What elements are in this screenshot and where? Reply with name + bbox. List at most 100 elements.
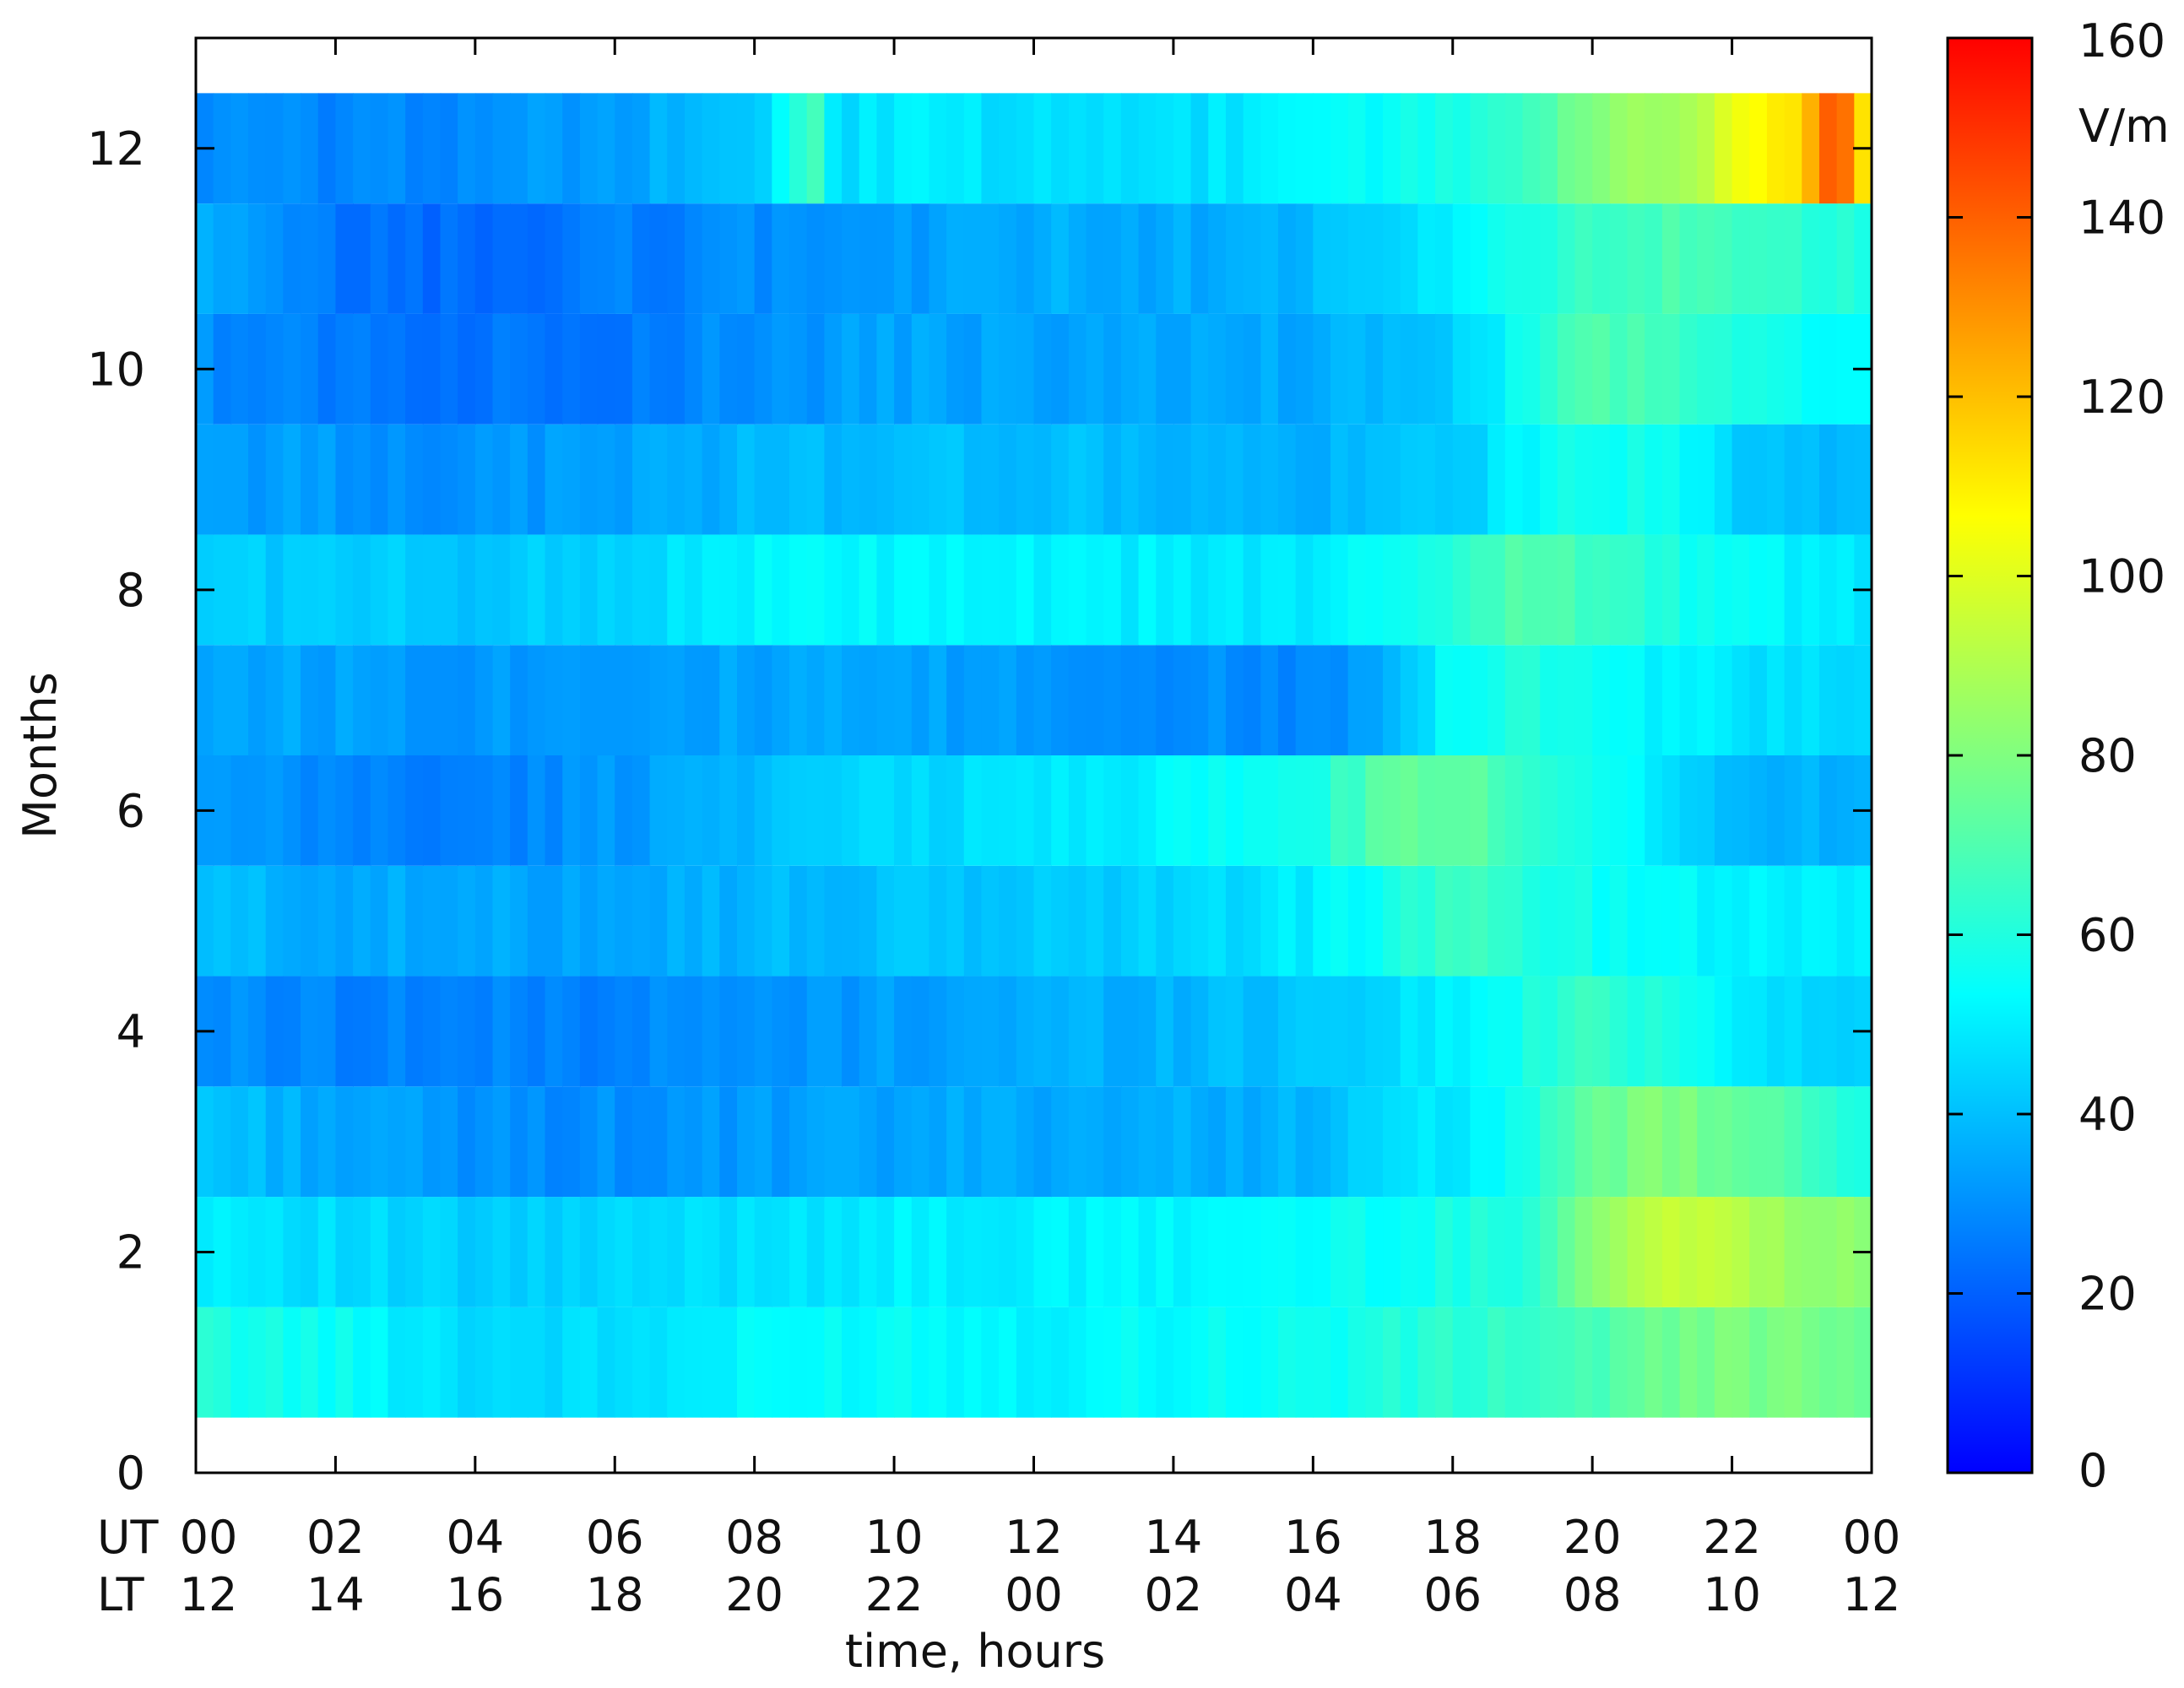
heatmap-cell xyxy=(1784,1307,1803,1418)
y-tick-label: 0 xyxy=(117,1447,145,1500)
heatmap-cell xyxy=(894,534,913,646)
heatmap-cell xyxy=(1540,203,1558,314)
heatmap-cell xyxy=(1068,755,1087,866)
x-tick-label: 00 xyxy=(180,1511,238,1564)
heatmap-cell xyxy=(474,313,494,425)
heatmap-cell xyxy=(1400,1197,1419,1307)
heatmap-cell xyxy=(510,976,528,1087)
heatmap-cell xyxy=(527,645,546,755)
heatmap-cell xyxy=(283,1197,301,1307)
heatmap-cell xyxy=(1504,93,1524,204)
heatmap-cell xyxy=(1417,534,1436,646)
heatmap-cell xyxy=(702,424,721,535)
heatmap-cell xyxy=(1086,534,1105,646)
heatmap-cell xyxy=(1033,424,1052,535)
heatmap-cell xyxy=(1173,755,1192,866)
heatmap-cell xyxy=(230,865,249,977)
heatmap-cell xyxy=(1540,534,1558,646)
heatmap-cell xyxy=(1697,424,1715,535)
heatmap-cell xyxy=(772,1307,790,1418)
heatmap-cell xyxy=(859,313,878,425)
heatmap-cell xyxy=(1330,1197,1349,1307)
heatmap-cell xyxy=(667,755,686,866)
heatmap-cell xyxy=(1068,1197,1087,1307)
heatmap-cell xyxy=(1818,93,1838,204)
heatmap-cell xyxy=(1138,976,1157,1087)
heatmap-cell xyxy=(1802,93,1820,204)
heatmap-cell xyxy=(1540,424,1558,535)
heatmap-cell xyxy=(248,645,267,755)
heatmap-cell xyxy=(1504,424,1524,535)
heatmap-cell xyxy=(842,865,860,977)
colorbar-tick-label: 140 xyxy=(2078,192,2165,245)
heatmap-cell xyxy=(1697,865,1715,977)
heatmap-cell xyxy=(370,1307,389,1418)
heatmap-cell xyxy=(440,865,458,977)
heatmap-cell xyxy=(631,534,651,646)
colorbar-tick-label: 40 xyxy=(2078,1088,2137,1141)
heatmap-cell xyxy=(1365,203,1384,314)
heatmap-cell xyxy=(248,1307,267,1418)
heatmap-cell xyxy=(387,976,406,1087)
heatmap-cell xyxy=(248,865,267,977)
colorbar-tick-label: 120 xyxy=(2078,371,2165,424)
heatmap-cell xyxy=(1208,534,1227,646)
heatmap-cell xyxy=(999,203,1017,314)
heatmap-cell xyxy=(789,976,808,1087)
heatmap-cell xyxy=(1731,534,1751,646)
heatmap-cell xyxy=(545,755,564,866)
heatmap-cell xyxy=(1016,976,1035,1087)
heatmap-cell xyxy=(353,1307,371,1418)
heatmap-cell xyxy=(631,755,651,866)
heatmap-cell xyxy=(1365,1197,1384,1307)
heatmap-cell xyxy=(1784,93,1803,204)
heatmap-cell xyxy=(1277,424,1297,535)
heatmap-cell xyxy=(474,534,494,646)
heatmap-cell xyxy=(1836,755,1856,866)
heatmap-cell xyxy=(562,865,581,977)
heatmap-cell xyxy=(963,1307,983,1418)
heatmap-cell xyxy=(1784,645,1803,755)
heatmap-cell xyxy=(999,1197,1017,1307)
heatmap-cell xyxy=(422,203,442,314)
heatmap-cell xyxy=(894,313,913,425)
heatmap-cell xyxy=(1365,1307,1384,1418)
heatmap-cell xyxy=(527,1086,546,1198)
heatmap-cell xyxy=(1731,755,1751,866)
heatmap-cell xyxy=(1557,865,1576,977)
heatmap-cell xyxy=(562,203,581,314)
heatmap-cell xyxy=(1609,976,1629,1087)
heatmap-cell xyxy=(1645,1197,1663,1307)
heatmap-cell xyxy=(929,313,947,425)
heatmap-cell xyxy=(1488,313,1506,425)
heatmap-cell xyxy=(1697,534,1715,646)
colorbar: 0 20 40 60 80 100 120 140 160 V/m xyxy=(1946,14,2170,1497)
heatmap-cell xyxy=(1400,865,1419,977)
heatmap-cell xyxy=(772,534,790,646)
heatmap-cell xyxy=(1574,203,1593,314)
heatmap-cell xyxy=(754,865,773,977)
heatmap-cell xyxy=(1208,203,1227,314)
y-tick-label: 6 xyxy=(117,784,145,837)
heatmap-cell xyxy=(754,313,773,425)
heatmap-cell xyxy=(597,976,616,1087)
heatmap-cell xyxy=(1103,1197,1122,1307)
heatmap-cell xyxy=(230,976,249,1087)
heatmap-cell xyxy=(963,1086,983,1198)
heatmap-cell xyxy=(1784,203,1803,314)
heatmap-cell xyxy=(1225,976,1244,1087)
heatmap-cell xyxy=(353,1197,371,1307)
heatmap-cell xyxy=(929,755,947,866)
heatmap-cell xyxy=(963,93,983,204)
heatmap-cell xyxy=(1208,1086,1227,1198)
heatmap-cell xyxy=(1295,1086,1314,1198)
heatmap-cell xyxy=(772,755,790,866)
heatmap-cell xyxy=(1120,976,1140,1087)
heatmap-cell xyxy=(999,534,1017,646)
heatmap-cell xyxy=(1592,313,1611,425)
heatmap-cell xyxy=(1574,424,1593,535)
x-tick-label: 06 xyxy=(586,1511,644,1564)
heatmap-cell xyxy=(1295,645,1314,755)
heatmap-cell xyxy=(631,976,651,1087)
heatmap-cell xyxy=(1120,203,1140,314)
